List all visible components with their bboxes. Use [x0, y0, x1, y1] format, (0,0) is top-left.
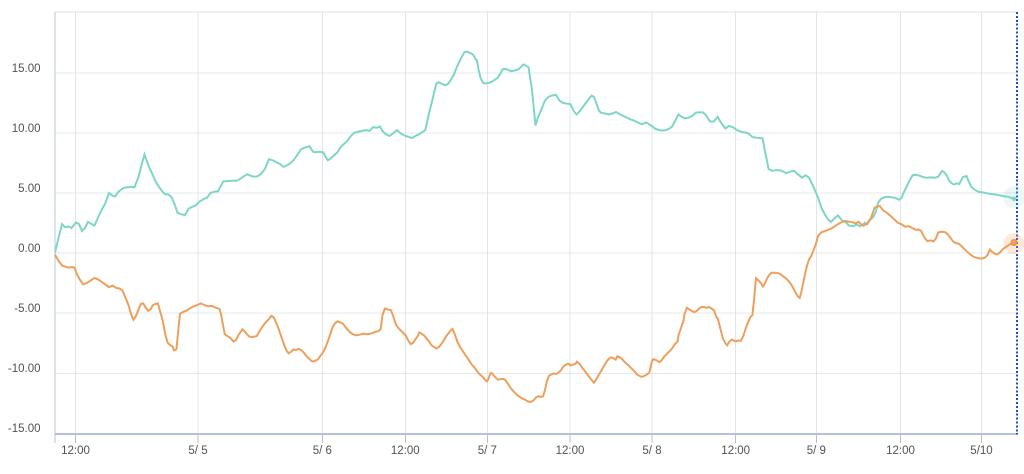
- svg-text:0.00: 0.00: [18, 243, 40, 255]
- svg-text:5/ 5: 5/ 5: [188, 445, 207, 457]
- svg-text:5.00: 5.00: [18, 183, 40, 195]
- svg-text:5/10: 5/10: [970, 445, 992, 457]
- svg-text:12:00: 12:00: [886, 445, 915, 457]
- svg-text:-5.00: -5.00: [14, 303, 40, 315]
- svg-text:12:00: 12:00: [391, 445, 420, 457]
- svg-text:10.00: 10.00: [12, 123, 41, 135]
- svg-text:-15.00: -15.00: [8, 423, 41, 435]
- svg-text:15.00: 15.00: [12, 63, 41, 75]
- svg-text:5/ 7: 5/ 7: [478, 445, 497, 457]
- svg-text:-10.00: -10.00: [8, 363, 41, 375]
- svg-text:12:00: 12:00: [556, 445, 585, 457]
- svg-text:5/ 9: 5/ 9: [807, 445, 826, 457]
- svg-text:5/ 6: 5/ 6: [313, 445, 332, 457]
- svg-text:12:00: 12:00: [721, 445, 750, 457]
- svg-text:12:00: 12:00: [61, 445, 90, 457]
- svg-text:5/ 8: 5/ 8: [642, 445, 661, 457]
